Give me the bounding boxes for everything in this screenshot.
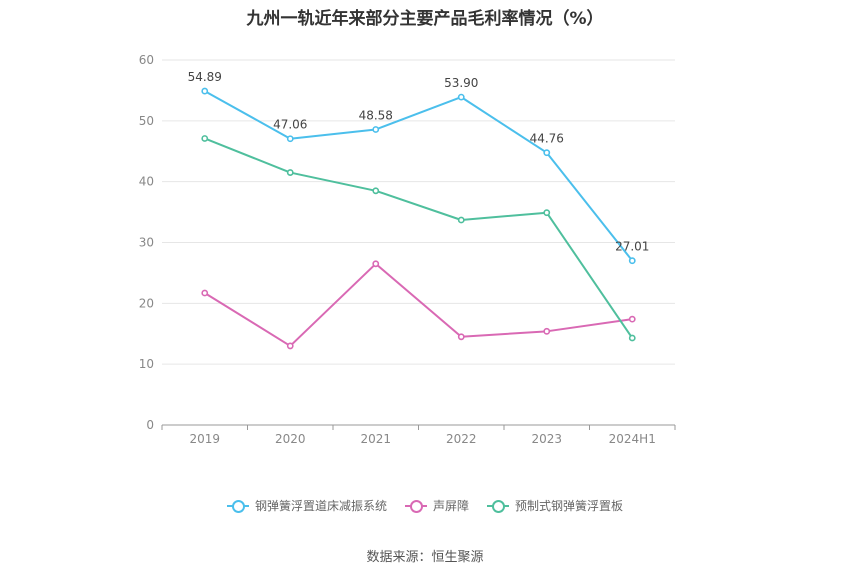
data-point bbox=[628, 315, 636, 323]
data-point bbox=[543, 209, 551, 217]
x-tick-label: 2022 bbox=[446, 432, 477, 446]
data-label: 27.01 bbox=[615, 240, 649, 254]
data-point bbox=[286, 342, 294, 350]
data-label: 54.89 bbox=[188, 70, 222, 84]
legend-label: 声屏障 bbox=[432, 499, 469, 513]
y-tick-label: 20 bbox=[139, 296, 154, 310]
series-line-1 bbox=[204, 90, 634, 262]
data-label: 48.58 bbox=[359, 108, 393, 122]
legend-label: 预制式钢弹簧浮置板 bbox=[515, 499, 624, 513]
data-label: 47.06 bbox=[273, 118, 307, 132]
data-point bbox=[628, 334, 636, 342]
legend-item[interactable]: 预制式钢弹簧浮置板 bbox=[487, 497, 623, 514]
y-tick-label: 10 bbox=[139, 357, 154, 371]
data-label: 44.76 bbox=[530, 132, 564, 146]
data-point bbox=[628, 257, 636, 265]
data-point bbox=[201, 289, 209, 297]
data-point bbox=[543, 327, 551, 335]
y-tick-label: 40 bbox=[139, 175, 154, 189]
data-source: 数据来源：恒生聚源 bbox=[366, 550, 484, 565]
legend-marker-icon bbox=[487, 499, 509, 513]
data-point bbox=[372, 260, 380, 268]
data-point bbox=[457, 216, 465, 224]
x-tick-label: 2019 bbox=[189, 432, 220, 446]
y-tick-label: 30 bbox=[139, 236, 154, 250]
y-tick-label: 0 bbox=[146, 418, 154, 432]
x-tick-label: 2023 bbox=[531, 432, 562, 446]
series-line-2 bbox=[204, 262, 633, 347]
data-point bbox=[201, 87, 209, 95]
data-point bbox=[286, 135, 294, 143]
data-point bbox=[286, 169, 294, 176]
data-point bbox=[201, 135, 209, 142]
x-tick-label: 2021 bbox=[360, 432, 391, 446]
data-point bbox=[457, 333, 465, 341]
x-tick-label: 2024H1 bbox=[609, 432, 656, 446]
data-point bbox=[372, 126, 380, 133]
data-point bbox=[372, 187, 380, 195]
y-tick-label: 60 bbox=[139, 53, 154, 67]
data-point bbox=[543, 149, 551, 157]
legend-label: 钢弹簧浮置道床减振系统 bbox=[254, 499, 387, 513]
legend-item[interactable]: 声屏障 bbox=[404, 497, 469, 514]
data-point bbox=[457, 93, 465, 101]
y-tick-label: 50 bbox=[139, 114, 154, 128]
chart-title: 九州一轨近年来部分主要产品毛利率情况（%） bbox=[246, 9, 604, 29]
legend-item[interactable]: 钢弹簧浮置道床减振系统 bbox=[226, 497, 387, 514]
chart-legend: 钢弹簧浮置道床减振系统 声屏障 预制式钢弹簧浮置板 bbox=[0, 497, 850, 514]
legend-marker-icon bbox=[404, 499, 427, 513]
legend-marker-icon bbox=[226, 499, 249, 513]
x-tick-label: 2020 bbox=[275, 432, 306, 446]
series-line-3 bbox=[204, 137, 634, 339]
data-label: 53.90 bbox=[444, 76, 478, 90]
